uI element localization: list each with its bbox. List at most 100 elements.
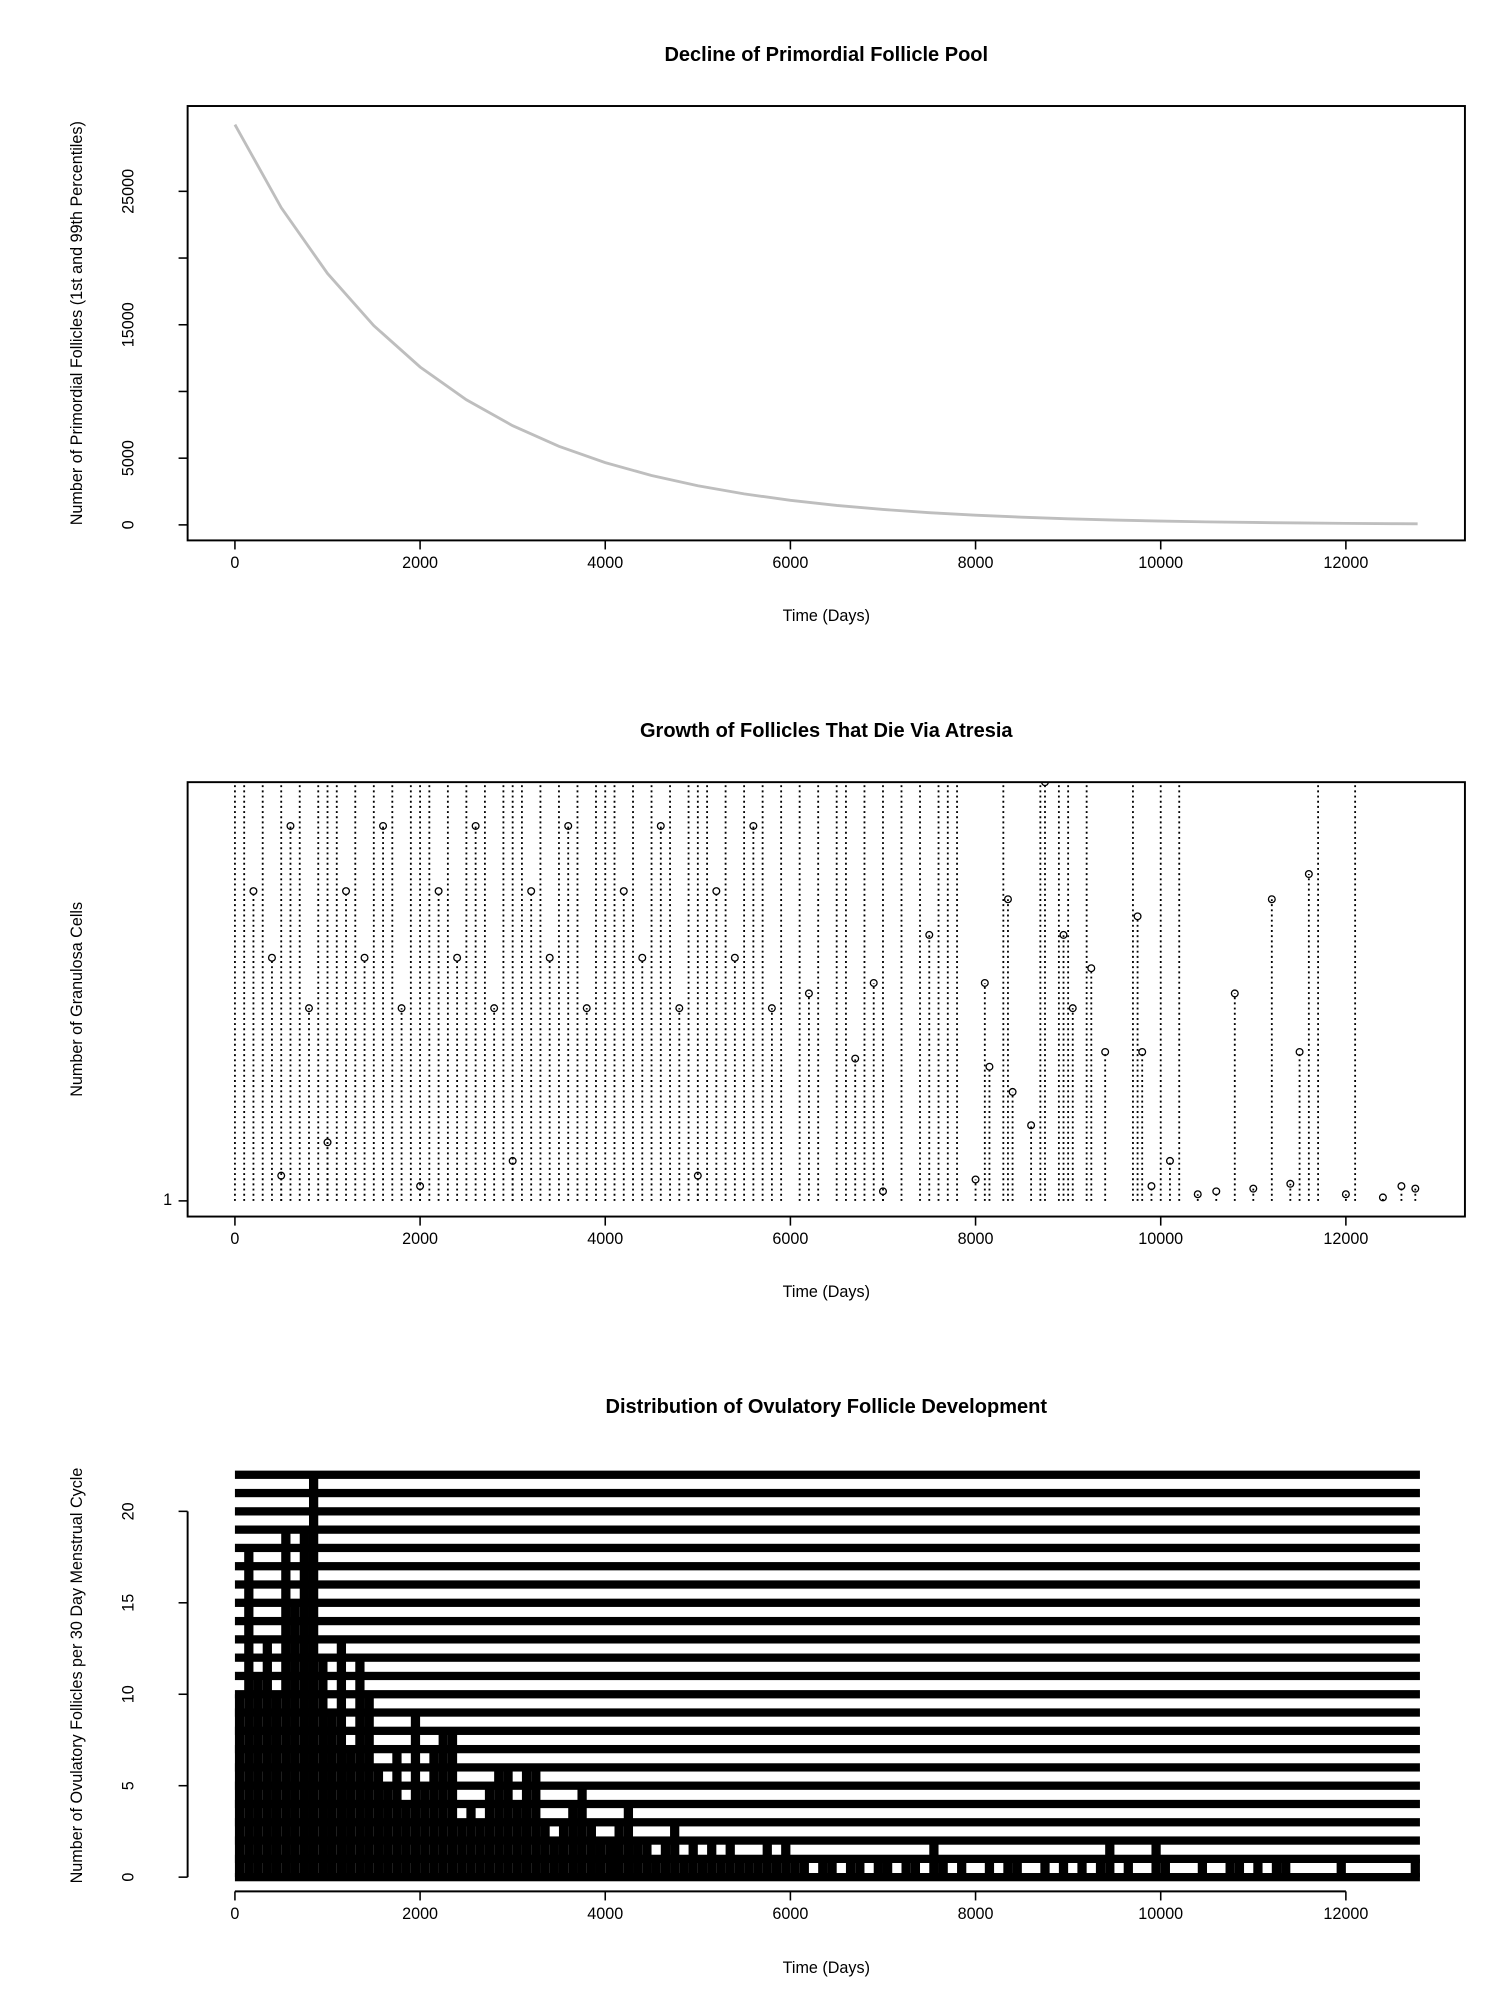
bar [818, 1858, 828, 1878]
x-tick-label: 6000 [772, 1905, 808, 1923]
data-point [861, 754, 868, 761]
bar [253, 1675, 263, 1878]
x-tick-label: 6000 [772, 554, 808, 572]
data-point [730, 953, 739, 962]
data-point [1352, 754, 1359, 761]
y-axis-label: Number of Ovulatory Follicles per 30 Day… [68, 1468, 86, 1884]
data-point [323, 1138, 332, 1147]
data-point [278, 754, 285, 761]
bar [845, 1858, 856, 1878]
data-point [1157, 754, 1164, 761]
stripe [234, 1616, 1420, 1626]
stripe [234, 1488, 1420, 1498]
bar [1160, 1858, 1170, 1878]
bar [549, 1840, 559, 1878]
stripe [234, 1726, 1420, 1735]
chart: Growth of Follicles That Die Via Atresia… [68, 720, 1466, 1301]
data-point [370, 754, 377, 761]
data-point [1133, 912, 1142, 921]
data-point [704, 754, 711, 761]
y-tick-label: 15 [120, 1594, 138, 1612]
bar [1105, 1840, 1115, 1878]
bar [568, 1803, 578, 1878]
data-point [537, 754, 544, 761]
data-point [333, 754, 340, 761]
bar [790, 1858, 800, 1878]
bar [1281, 1858, 1291, 1878]
data-line [233, 123, 1418, 526]
y-tick-label: 25000 [120, 169, 138, 214]
bar [586, 1822, 596, 1878]
bar [744, 1858, 754, 1878]
data-point [980, 978, 989, 987]
data-point [582, 1004, 591, 1013]
bar [346, 1749, 356, 1878]
bar [355, 1657, 365, 1878]
bar [938, 1858, 948, 1878]
data-point [1000, 754, 1007, 761]
bar [1095, 1858, 1106, 1878]
data-point [1059, 930, 1068, 939]
bar [799, 1858, 809, 1878]
data-point [1138, 1047, 1147, 1056]
plot-area [233, 123, 1418, 526]
data-point [434, 887, 443, 896]
data-point [1003, 895, 1012, 904]
data-point [352, 754, 359, 761]
bar [308, 1474, 319, 1878]
x-tick-label: 2000 [402, 554, 438, 572]
bar [494, 1767, 504, 1878]
y-axis-label: Number of Granulosa Cells [68, 902, 86, 1097]
bar [318, 1657, 328, 1878]
bar [1123, 1858, 1133, 1878]
y-tick-label: 5 [120, 1781, 138, 1790]
data-point [1027, 1121, 1036, 1130]
bar [716, 1858, 726, 1878]
data-point [471, 821, 480, 830]
data-point [685, 754, 692, 761]
data-point [444, 754, 451, 761]
bar [1003, 1858, 1013, 1878]
bar [475, 1822, 485, 1878]
y-tick-label: 1 [163, 1191, 172, 1209]
bar [771, 1858, 782, 1878]
data-point [593, 754, 600, 761]
data-point [675, 1004, 684, 1013]
data-point [804, 989, 813, 998]
x-tick-label: 8000 [958, 554, 994, 572]
x-tick-label: 4000 [587, 1905, 623, 1923]
bar [1234, 1858, 1245, 1878]
data-point [602, 754, 609, 761]
bar [651, 1858, 661, 1878]
bar [734, 1858, 745, 1878]
x-axis-label: Time (Days) [783, 607, 870, 625]
y-tick-label: 0 [120, 520, 138, 529]
bar [373, 1767, 384, 1878]
bar [679, 1858, 689, 1878]
data-point [656, 821, 665, 830]
data-point [1068, 1004, 1077, 1013]
stripe [234, 1580, 1420, 1589]
bar [984, 1858, 995, 1878]
bar [364, 1694, 374, 1878]
bar [855, 1858, 865, 1878]
y-tick-label: 20 [120, 1502, 138, 1520]
bar [383, 1785, 393, 1878]
x-tick-label: 2000 [402, 1230, 438, 1248]
data-point [241, 754, 248, 761]
bar [401, 1803, 411, 1878]
bar [873, 1858, 883, 1878]
data-point [630, 754, 637, 761]
bar [670, 1822, 680, 1878]
bar [540, 1822, 550, 1878]
data-point [796, 754, 803, 761]
data-point [944, 754, 951, 761]
data-point [1315, 754, 1322, 761]
x-axis-label: Time (Days) [783, 1959, 870, 1977]
data-point [1176, 754, 1183, 761]
data-point [985, 1062, 994, 1071]
data-point [1249, 1184, 1258, 1193]
data-point [1267, 895, 1276, 904]
data-point [416, 1182, 425, 1191]
data-point [249, 887, 258, 896]
